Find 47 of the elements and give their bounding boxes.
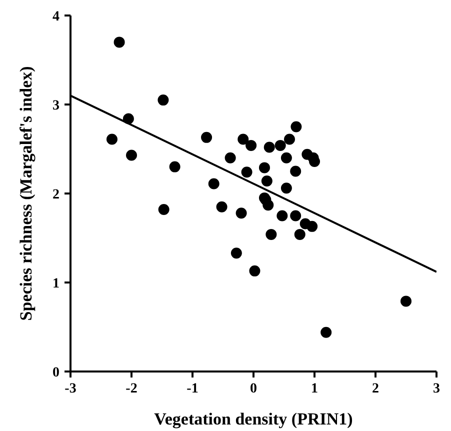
x-tick-label: 1 [311, 382, 318, 396]
y-tick-label: 2 [52, 188, 60, 202]
x-tick-label: -2 [126, 382, 138, 396]
point [280, 152, 292, 164]
x-tick-label: 0 [250, 382, 257, 396]
x-tick-label: -3 [64, 382, 76, 396]
y-axis-title: Species richness (Margalef's index) [16, 66, 36, 321]
point [261, 176, 272, 187]
x-axis-title: Vegetation density (PRIN1) [154, 410, 353, 428]
point [274, 140, 286, 151]
point [158, 94, 169, 106]
point [258, 162, 270, 174]
x-tick-label: -1 [186, 382, 198, 396]
point [249, 265, 260, 276]
point [266, 228, 277, 240]
point [158, 204, 170, 216]
point [216, 201, 228, 212]
point [238, 134, 249, 145]
point [290, 121, 302, 132]
point [284, 134, 295, 145]
point [276, 210, 288, 222]
y-tick-label: 0 [52, 366, 60, 380]
point [246, 140, 257, 151]
point [264, 142, 275, 153]
point [236, 208, 247, 219]
point [290, 166, 302, 177]
point [224, 152, 236, 164]
point [114, 36, 125, 48]
x-tick-label: 2 [372, 382, 379, 396]
point [294, 228, 306, 240]
point [262, 200, 274, 211]
point [126, 150, 137, 161]
point [306, 220, 318, 232]
point [290, 210, 302, 222]
point [208, 178, 220, 190]
point [230, 248, 242, 259]
y-tick-label: 4 [52, 10, 60, 24]
point [201, 132, 212, 143]
point [320, 326, 332, 338]
point [241, 166, 252, 178]
y-tick-label: 3 [52, 98, 60, 114]
y-tick-label: 1 [52, 276, 60, 292]
point [400, 296, 412, 307]
point [280, 182, 292, 194]
x-tick-label: 3 [433, 382, 440, 396]
point [169, 161, 180, 172]
point [106, 134, 118, 145]
